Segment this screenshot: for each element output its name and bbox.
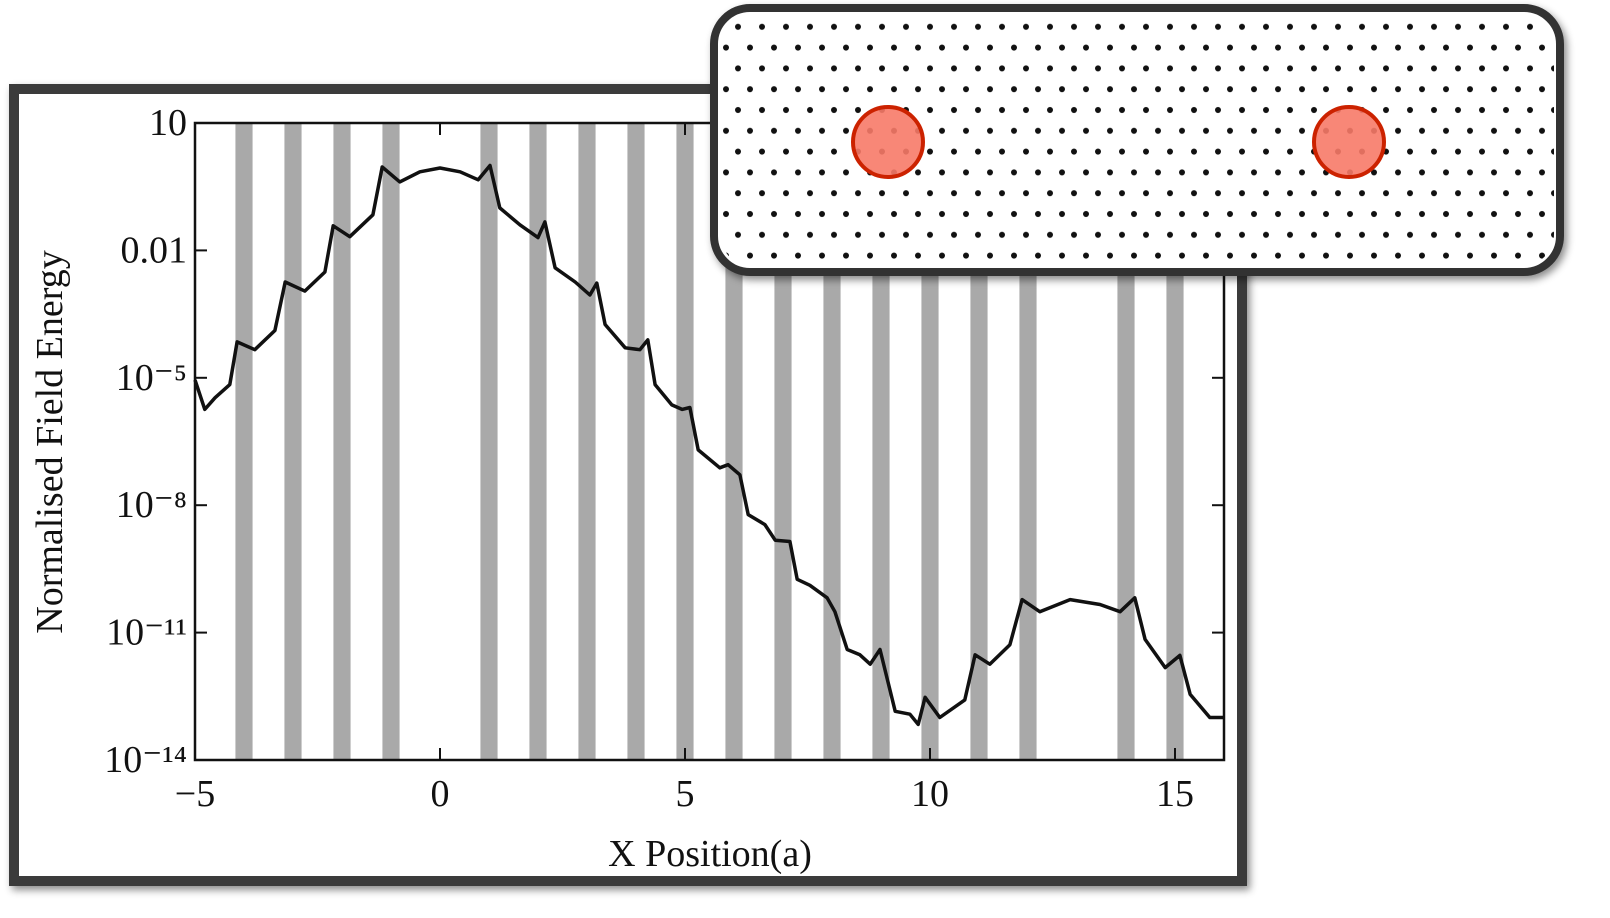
- rod-column: [480, 123, 497, 760]
- y-tick-label: 10⁻⁵: [116, 357, 187, 399]
- defect: [1314, 107, 1384, 177]
- rod-column: [627, 123, 644, 760]
- y-tick-label: 10: [149, 102, 187, 144]
- page: −5051015100.0110⁻⁵10⁻⁸10⁻¹¹10⁻¹⁴ X Posit…: [0, 0, 1610, 913]
- y-tick-label: 10⁻¹¹: [106, 612, 187, 654]
- defect: [853, 107, 923, 177]
- x-tick-label: 0: [431, 773, 450, 815]
- x-axis-label: X Position(a): [608, 833, 812, 875]
- rod-column: [578, 123, 595, 760]
- inset: [714, 8, 1560, 272]
- rod-column: [529, 123, 546, 760]
- rod-column: [382, 123, 399, 760]
- lattice: [720, 14, 1554, 266]
- rod-column: [676, 123, 693, 760]
- y-tick-label: 10⁻¹⁴: [104, 739, 187, 781]
- rod-column: [333, 123, 350, 760]
- figure: −5051015100.0110⁻⁵10⁻⁸10⁻¹¹10⁻¹⁴ X Posit…: [0, 0, 1610, 913]
- x-tick-label: 15: [1156, 773, 1194, 815]
- rod-column: [284, 123, 301, 760]
- rod-column: [235, 123, 252, 760]
- x-tick-label: 10: [911, 773, 949, 815]
- y-tick-label: 10⁻⁸: [116, 484, 187, 526]
- y-tick-label: 0.01: [121, 229, 188, 271]
- y-axis-label: Normalised Field Energy: [29, 250, 71, 633]
- x-tick-label: 5: [676, 773, 695, 815]
